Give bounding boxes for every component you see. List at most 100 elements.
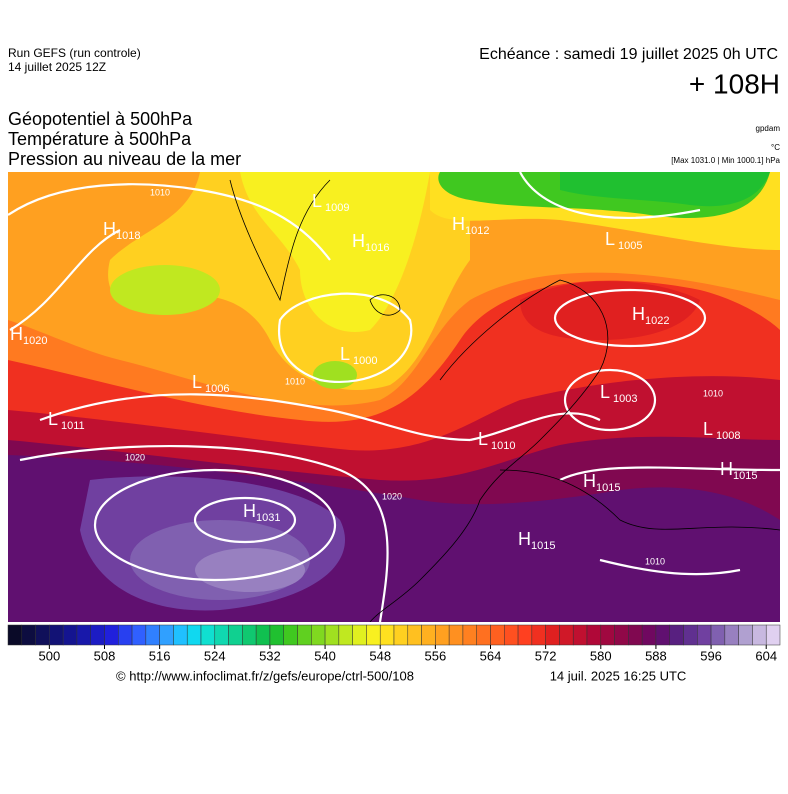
colorbar-box bbox=[118, 624, 133, 646]
colorbar-tick-label: 572 bbox=[535, 648, 557, 663]
isobar-label: 1010 bbox=[285, 376, 305, 386]
colorbar-box bbox=[324, 624, 340, 646]
center-pressure: 1010 bbox=[491, 440, 515, 452]
colorbar-box bbox=[159, 624, 174, 646]
unit: °C bbox=[771, 143, 780, 152]
center-pressure: 1031 bbox=[256, 512, 280, 524]
colorbar-box bbox=[21, 624, 36, 646]
center-pressure: 1012 bbox=[465, 225, 489, 237]
center-type: L bbox=[312, 191, 322, 211]
colorbar-tick-label: 588 bbox=[645, 648, 667, 663]
center-type: L bbox=[600, 382, 610, 402]
colorbar-box bbox=[448, 624, 464, 646]
center-type: L bbox=[478, 429, 488, 449]
colorbar: 500 508 516 524 532 540 548 556 564 572 580 588 596 6… bbox=[7, 624, 781, 663]
colorbar-box bbox=[200, 624, 216, 646]
center-type: H bbox=[10, 324, 23, 344]
colorbar-tick-label: 604 bbox=[755, 648, 777, 663]
colorbar-box bbox=[62, 624, 78, 646]
colorbar-tick-label: 532 bbox=[259, 648, 281, 663]
center-type: H bbox=[103, 219, 116, 239]
colorbar-box bbox=[600, 624, 615, 646]
colorbar-box bbox=[517, 624, 533, 646]
center-type: H bbox=[632, 304, 645, 324]
unit: [Max 1031.0 | Min 1000.1] hPa bbox=[671, 156, 780, 165]
colorbar-box bbox=[476, 624, 491, 646]
colorbar-tick-label: 580 bbox=[590, 648, 612, 663]
colorbar-box bbox=[186, 624, 202, 646]
colorbar-box bbox=[531, 624, 546, 646]
isobar-label: 1010 bbox=[703, 388, 723, 398]
colorbar-tick-label: 556 bbox=[425, 648, 447, 663]
center-type: L bbox=[703, 419, 713, 439]
center-pressure: 1022 bbox=[645, 315, 669, 327]
colorbar-tick-label: 500 bbox=[39, 648, 61, 663]
colorbar-box bbox=[76, 624, 91, 646]
center-pressure: 1003 bbox=[613, 393, 637, 405]
colorbar-box bbox=[669, 624, 684, 646]
colorbar-box bbox=[710, 624, 726, 646]
colorbar-box bbox=[352, 624, 367, 646]
map bbox=[8, 172, 780, 622]
colorbar-tick-label: 516 bbox=[149, 648, 171, 663]
colorbar-box bbox=[462, 624, 477, 646]
valid-time: Echéance : samedi 19 juillet 2025 0h UTC bbox=[479, 46, 778, 63]
center-pressure: 1020 bbox=[23, 335, 47, 347]
colorbar-box bbox=[255, 624, 271, 646]
center-type: H bbox=[352, 231, 365, 251]
colorbar-box bbox=[628, 624, 643, 646]
isobar-label: 1020 bbox=[125, 452, 145, 462]
center-pressure: 1008 bbox=[716, 430, 740, 442]
field: Pression au niveau de la mer bbox=[8, 149, 241, 169]
colorbar-box bbox=[228, 624, 243, 646]
center-type: L bbox=[48, 409, 58, 429]
center-pressure: 1009 bbox=[325, 202, 349, 214]
colorbar-box bbox=[269, 624, 284, 646]
colorbar-box bbox=[545, 624, 560, 646]
colorbar-box bbox=[214, 624, 229, 646]
colorbar-tick-label: 540 bbox=[314, 648, 336, 663]
colorbar-box bbox=[421, 624, 436, 646]
colorbar-box bbox=[435, 624, 450, 646]
colorbar-box bbox=[35, 624, 50, 646]
colorbar-box bbox=[7, 624, 23, 646]
colorbar-box bbox=[490, 624, 505, 646]
colorbar-box bbox=[104, 624, 119, 646]
colorbar-box bbox=[683, 624, 698, 646]
colorbar-box bbox=[724, 624, 739, 646]
colorbar-box bbox=[504, 624, 519, 646]
center-pressure: 1015 bbox=[596, 482, 620, 494]
center-type: L bbox=[340, 344, 350, 364]
colorbar-box bbox=[297, 624, 312, 646]
colorbar-box bbox=[655, 624, 670, 646]
center-type: H bbox=[583, 471, 596, 491]
run: Run GEFS (run controle) bbox=[8, 46, 141, 60]
center-pressure: 1016 bbox=[365, 242, 389, 254]
colorbar-box bbox=[586, 624, 602, 646]
colorbar-box bbox=[614, 624, 629, 646]
center-pressure: 1005 bbox=[618, 240, 642, 252]
colorbar-box bbox=[90, 624, 105, 646]
colorbar-box bbox=[145, 624, 160, 646]
center-type: H bbox=[243, 501, 256, 521]
isobar-label: 1020 bbox=[382, 491, 402, 501]
colorbar-box bbox=[49, 624, 64, 646]
colorbar-box bbox=[379, 624, 395, 646]
colorbar-tick-label: 508 bbox=[94, 648, 116, 663]
field: Géopotentiel à 500hPa bbox=[8, 109, 193, 129]
colorbar-box bbox=[572, 624, 588, 646]
colorbar-box bbox=[641, 624, 657, 646]
center-type: H bbox=[452, 214, 465, 234]
colorbar-box bbox=[338, 624, 353, 646]
colorbar-box bbox=[738, 624, 753, 646]
center-type: H bbox=[720, 459, 733, 479]
source-url: © http://www.infoclimat.fr/z/gefs/europe… bbox=[116, 668, 414, 683]
colorbar-box bbox=[697, 624, 712, 646]
colorbar-box bbox=[765, 624, 781, 646]
center-pressure: 1011 bbox=[61, 420, 85, 432]
colorbar-tick-label: 596 bbox=[700, 648, 722, 663]
colorbar-box bbox=[131, 624, 147, 646]
center-type: L bbox=[192, 372, 202, 392]
colorbar-box bbox=[366, 624, 381, 646]
